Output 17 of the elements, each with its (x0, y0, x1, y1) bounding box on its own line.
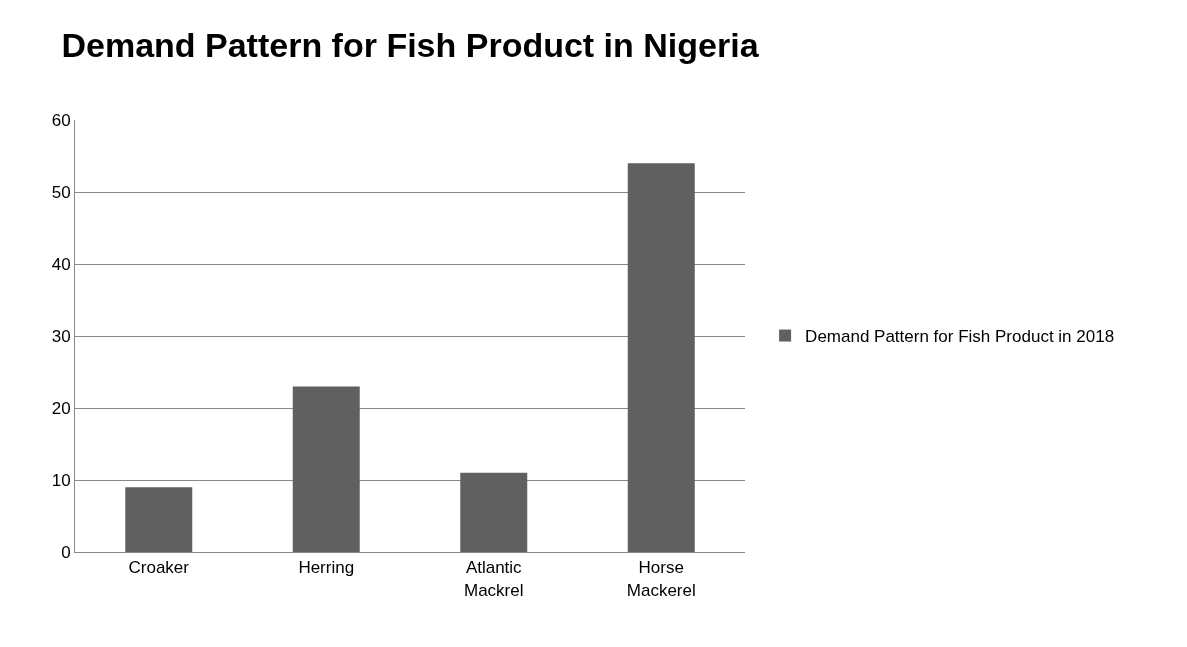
legend-label: Demand Pattern for Fish Product in 2018 (805, 327, 1115, 347)
chart-title: Demand Pattern for Fish Product in Nigeria (61, 26, 760, 65)
bar (292, 386, 360, 552)
y-tick-label: 40 (51, 254, 71, 274)
bar (627, 163, 695, 552)
y-tick-label: 0 (61, 542, 71, 562)
y-tick-label: 50 (51, 182, 71, 202)
y-tick-label: 60 (51, 110, 71, 130)
bar (125, 487, 193, 552)
x-tick-label: Horse Mackerel (626, 558, 696, 600)
y-tick-label: 30 (51, 326, 71, 346)
x-tick-label: Atlantic Mackrel (463, 558, 524, 600)
y-tick-label: 20 (51, 398, 71, 418)
x-tick-label: Croaker (128, 558, 190, 578)
y-tick-label: 10 (51, 470, 71, 490)
x-tick-label: Herring (298, 558, 355, 578)
bar (460, 472, 528, 552)
